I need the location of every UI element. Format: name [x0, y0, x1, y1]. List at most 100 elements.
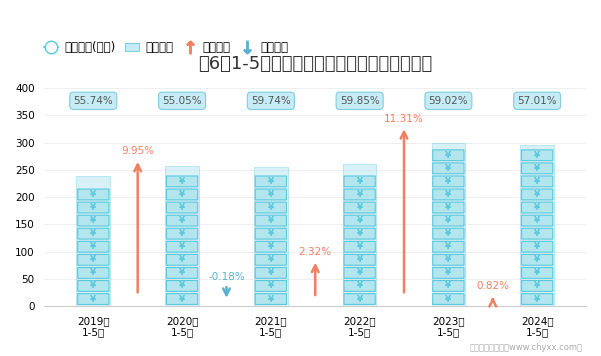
FancyBboxPatch shape	[433, 202, 464, 213]
Text: ¥: ¥	[90, 282, 96, 290]
FancyBboxPatch shape	[433, 255, 464, 265]
Text: ¥: ¥	[179, 294, 185, 304]
Text: ¥: ¥	[179, 216, 185, 225]
Text: ¥: ¥	[445, 282, 451, 290]
FancyBboxPatch shape	[166, 202, 198, 213]
FancyBboxPatch shape	[344, 189, 375, 200]
FancyBboxPatch shape	[522, 163, 553, 174]
Text: ¥: ¥	[90, 242, 96, 251]
Text: ¥: ¥	[90, 255, 96, 264]
Text: ¥: ¥	[534, 282, 540, 290]
FancyBboxPatch shape	[78, 189, 109, 200]
Text: ¥: ¥	[445, 268, 451, 277]
Text: ¥: ¥	[268, 242, 274, 251]
FancyBboxPatch shape	[166, 281, 198, 291]
FancyBboxPatch shape	[433, 176, 464, 187]
Text: ¥: ¥	[534, 177, 540, 186]
Text: -0.18%: -0.18%	[208, 272, 245, 282]
FancyBboxPatch shape	[344, 294, 375, 304]
Text: ¥: ¥	[356, 268, 362, 277]
FancyBboxPatch shape	[522, 228, 553, 239]
FancyBboxPatch shape	[433, 228, 464, 239]
Text: ¥: ¥	[445, 177, 451, 186]
Text: ¥: ¥	[534, 151, 540, 160]
Text: ¥: ¥	[90, 294, 96, 304]
Text: 9.95%: 9.95%	[121, 146, 154, 156]
FancyBboxPatch shape	[344, 255, 375, 265]
Text: 59.02%: 59.02%	[429, 96, 468, 106]
Title: 近6年1-5月甘肃省累计原保险保费收入统计图: 近6年1-5月甘肃省累计原保险保费收入统计图	[198, 55, 432, 73]
Text: ¥: ¥	[90, 190, 96, 199]
Bar	[432, 143, 465, 306]
FancyBboxPatch shape	[522, 241, 553, 252]
Text: ¥: ¥	[268, 203, 274, 212]
FancyBboxPatch shape	[166, 267, 198, 278]
FancyBboxPatch shape	[344, 202, 375, 213]
Text: ¥: ¥	[356, 216, 362, 225]
Text: 制图：智研咨询（www.chyxx.com）: 制图：智研咨询（www.chyxx.com）	[470, 344, 583, 352]
Text: ¥: ¥	[268, 294, 274, 304]
Text: ¥: ¥	[445, 255, 451, 264]
FancyBboxPatch shape	[344, 228, 375, 239]
Text: ¥: ¥	[179, 242, 185, 251]
Text: ¥: ¥	[268, 216, 274, 225]
FancyBboxPatch shape	[166, 255, 198, 265]
FancyBboxPatch shape	[255, 176, 287, 187]
FancyBboxPatch shape	[522, 215, 553, 226]
FancyBboxPatch shape	[255, 215, 287, 226]
FancyBboxPatch shape	[255, 267, 287, 278]
Text: ¥: ¥	[179, 190, 185, 199]
FancyBboxPatch shape	[255, 202, 287, 213]
FancyBboxPatch shape	[433, 294, 464, 304]
FancyBboxPatch shape	[344, 281, 375, 291]
Text: ¥: ¥	[356, 203, 362, 212]
Text: 55.05%: 55.05%	[162, 96, 202, 106]
Text: ¥: ¥	[90, 216, 96, 225]
Text: ¥: ¥	[445, 242, 451, 251]
Bar	[76, 177, 110, 306]
FancyBboxPatch shape	[522, 294, 553, 304]
Text: 2.32%: 2.32%	[299, 247, 332, 257]
FancyBboxPatch shape	[255, 228, 287, 239]
Text: 59.74%: 59.74%	[251, 96, 291, 106]
FancyBboxPatch shape	[78, 215, 109, 226]
FancyBboxPatch shape	[166, 241, 198, 252]
FancyBboxPatch shape	[166, 189, 198, 200]
Text: ¥: ¥	[268, 177, 274, 186]
Text: ¥: ¥	[179, 255, 185, 264]
Text: ¥: ¥	[356, 190, 362, 199]
Legend: 累计保费(亿元), 寿险占比, 同比增加, 同比减少: 累计保费(亿元), 寿险占比, 同比增加, 同比减少	[40, 36, 293, 59]
Text: ¥: ¥	[445, 294, 451, 304]
Text: 57.01%: 57.01%	[517, 96, 557, 106]
Text: ¥: ¥	[356, 229, 362, 238]
Text: ¥: ¥	[445, 229, 451, 238]
FancyBboxPatch shape	[433, 267, 464, 278]
Text: 11.31%: 11.31%	[384, 114, 424, 124]
Text: ¥: ¥	[445, 164, 451, 173]
Text: ¥: ¥	[268, 255, 274, 264]
FancyBboxPatch shape	[166, 294, 198, 304]
Text: ¥: ¥	[90, 268, 96, 277]
FancyBboxPatch shape	[78, 228, 109, 239]
Text: ¥: ¥	[356, 242, 362, 251]
Bar	[165, 166, 199, 306]
FancyBboxPatch shape	[255, 255, 287, 265]
FancyBboxPatch shape	[255, 281, 287, 291]
Text: ¥: ¥	[534, 242, 540, 251]
Text: 59.85%: 59.85%	[340, 96, 379, 106]
Text: 55.74%: 55.74%	[73, 96, 113, 106]
FancyBboxPatch shape	[433, 189, 464, 200]
Text: ¥: ¥	[179, 177, 185, 186]
FancyBboxPatch shape	[522, 189, 553, 200]
Text: ¥: ¥	[179, 268, 185, 277]
Text: ¥: ¥	[445, 216, 451, 225]
Bar	[520, 146, 554, 306]
Bar	[254, 167, 288, 306]
FancyBboxPatch shape	[522, 255, 553, 265]
Text: ¥: ¥	[534, 268, 540, 277]
Text: ¥: ¥	[356, 255, 362, 264]
FancyBboxPatch shape	[255, 189, 287, 200]
Text: ¥: ¥	[356, 294, 362, 304]
FancyBboxPatch shape	[344, 176, 375, 187]
Text: ¥: ¥	[268, 282, 274, 290]
